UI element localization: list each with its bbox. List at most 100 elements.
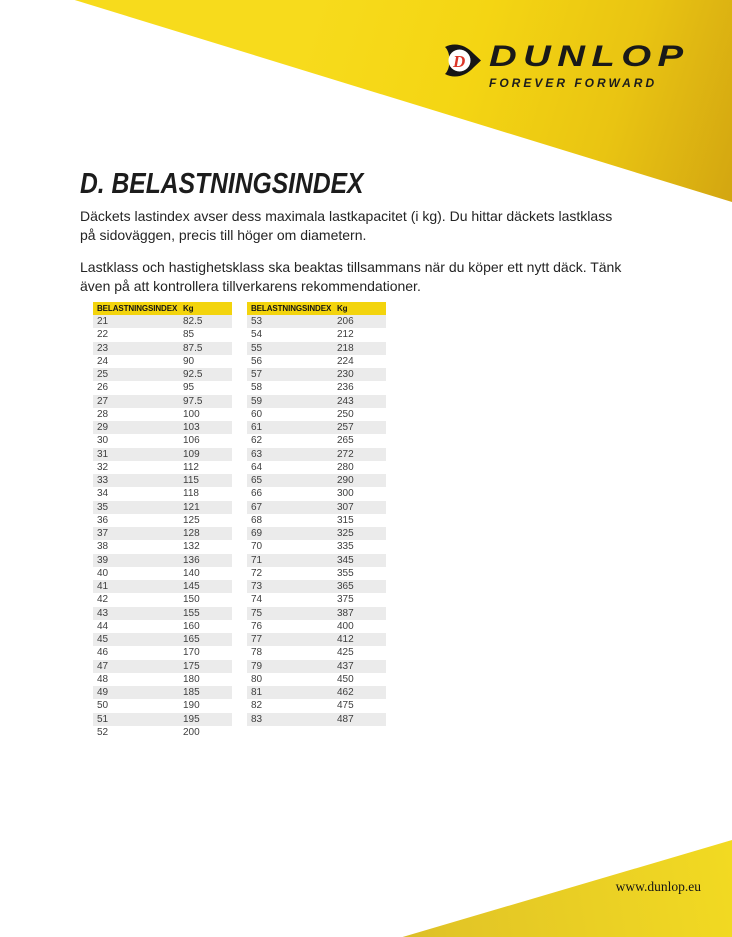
kg-cell: 300 <box>337 488 354 500</box>
table-row: 42 150 <box>93 593 232 607</box>
kg-cell: 136 <box>183 554 200 566</box>
table-header-row: BELASTNINGSINDEX Kg <box>93 302 232 315</box>
load-index-cell: 45 <box>97 634 109 646</box>
table-row: 27 97.5 <box>93 394 232 408</box>
table-row: 38 132 <box>93 540 232 554</box>
load-index-cell: 83 <box>251 713 263 725</box>
load-index-cell: 54 <box>251 329 263 341</box>
table-header-row: BELASTNINGSINDEX Kg <box>247 302 386 315</box>
table-row: 50 190 <box>93 699 232 713</box>
load-index-cell: 62 <box>251 435 263 447</box>
kg-cell: 412 <box>337 634 354 646</box>
load-index-cell: 58 <box>251 382 263 394</box>
load-index-cell: 79 <box>251 660 263 672</box>
load-index-cell: 27 <box>97 395 109 407</box>
table-row: 54 212 <box>247 328 386 342</box>
kg-cell: 170 <box>183 647 200 659</box>
kg-cell: 450 <box>337 673 354 685</box>
table-row: 71 345 <box>247 553 386 567</box>
load-index-cell: 35 <box>97 501 109 513</box>
load-index-cell: 56 <box>251 355 263 367</box>
kg-cell: 387 <box>337 607 354 619</box>
kg-cell: 103 <box>183 422 200 434</box>
kg-cell: 206 <box>337 316 354 328</box>
load-index-cell: 36 <box>97 514 109 526</box>
load-index-table-1: BELASTNINGSINDEX Kg 21 82.5 22 85 23 87.5 24 90 25… <box>93 302 232 739</box>
kg-cell: 307 <box>337 501 354 513</box>
load-index-cell: 70 <box>251 541 263 553</box>
table-row: 61 257 <box>247 421 386 435</box>
kg-cell: 109 <box>183 448 200 460</box>
kg-cell: 175 <box>183 660 200 672</box>
table-row: 68 315 <box>247 513 386 527</box>
table-row: 44 160 <box>93 619 232 633</box>
kg-cell: 190 <box>183 700 200 712</box>
table-row: 57 230 <box>247 368 386 382</box>
table-row: 26 95 <box>93 381 232 395</box>
kg-cell: 437 <box>337 660 354 672</box>
load-index-cell: 29 <box>97 422 109 434</box>
logo-d-letter: D <box>452 52 465 71</box>
load-index-cell: 61 <box>251 422 263 434</box>
table-row: 49 185 <box>93 686 232 700</box>
load-index-cell: 50 <box>97 700 109 712</box>
load-index-cell: 23 <box>97 342 109 354</box>
table-row: 69 325 <box>247 527 386 541</box>
table-row: 29 103 <box>93 421 232 435</box>
load-index-cell: 55 <box>251 342 263 354</box>
kg-cell: 160 <box>183 620 200 632</box>
table-row: 77 412 <box>247 633 386 647</box>
kg-cell: 132 <box>183 541 200 553</box>
load-index-cell: 67 <box>251 501 263 513</box>
table-row: 21 82.5 <box>93 315 232 329</box>
kg-cell: 280 <box>337 461 354 473</box>
kg-cell: 106 <box>183 435 200 447</box>
kg-cell: 100 <box>183 408 200 420</box>
kg-cell: 180 <box>183 673 200 685</box>
table-row: 25 92.5 <box>93 368 232 382</box>
table-row: 31 109 <box>93 447 232 461</box>
dunlop-flying-d-icon: D <box>443 43 482 83</box>
table-row: 34 118 <box>93 487 232 501</box>
table-row: 55 218 <box>247 341 386 355</box>
load-index-cell: 31 <box>97 448 109 460</box>
kg-cell: 145 <box>183 581 200 593</box>
load-index-cell: 46 <box>97 647 109 659</box>
kg-cell: 272 <box>337 448 354 460</box>
kg-cell: 115 <box>183 475 199 487</box>
kg-cell: 82.5 <box>183 316 203 328</box>
load-index-cell: 37 <box>97 528 109 540</box>
table-row: 40 140 <box>93 566 232 580</box>
load-index-cell: 59 <box>251 395 263 407</box>
load-index-cell: 41 <box>97 581 109 593</box>
table-row: 43 155 <box>93 606 232 620</box>
load-index-cell: 72 <box>251 567 263 579</box>
kg-cell: 97.5 <box>183 395 203 407</box>
load-index-cell: 60 <box>251 408 263 420</box>
load-index-cell: 33 <box>97 475 109 487</box>
load-index-cell: 76 <box>251 620 263 632</box>
table-row: 53 206 <box>247 315 386 329</box>
load-index-cell: 66 <box>251 488 263 500</box>
kg-cell: 355 <box>337 567 354 579</box>
load-index-cell: 64 <box>251 461 263 473</box>
load-index-cell: 73 <box>251 581 263 593</box>
kg-cell: 365 <box>337 581 354 593</box>
table-row: 78 425 <box>247 646 386 660</box>
table-row: 81 462 <box>247 686 386 700</box>
column-header: Kg <box>337 304 348 313</box>
load-index-cell: 52 <box>97 726 109 738</box>
table-row: 58 236 <box>247 381 386 395</box>
advice-paragraph: Lastklass och hastighetsklass ska beakta… <box>80 259 622 294</box>
kg-cell: 475 <box>337 700 354 712</box>
kg-cell: 125 <box>183 514 200 526</box>
brand-tagline: FOREVER FORWARD <box>489 76 658 90</box>
kg-cell: 224 <box>337 355 354 367</box>
load-index-tables: BELASTNINGSINDEX Kg 21 82.5 22 85 23 87.5 24 90 25… <box>93 302 386 739</box>
load-index-cell: 22 <box>97 329 109 341</box>
load-index-cell: 81 <box>251 687 263 699</box>
table-row: 76 400 <box>247 619 386 633</box>
table-row: 33 115 <box>93 474 232 488</box>
table-row: 52 200 <box>93 725 232 739</box>
